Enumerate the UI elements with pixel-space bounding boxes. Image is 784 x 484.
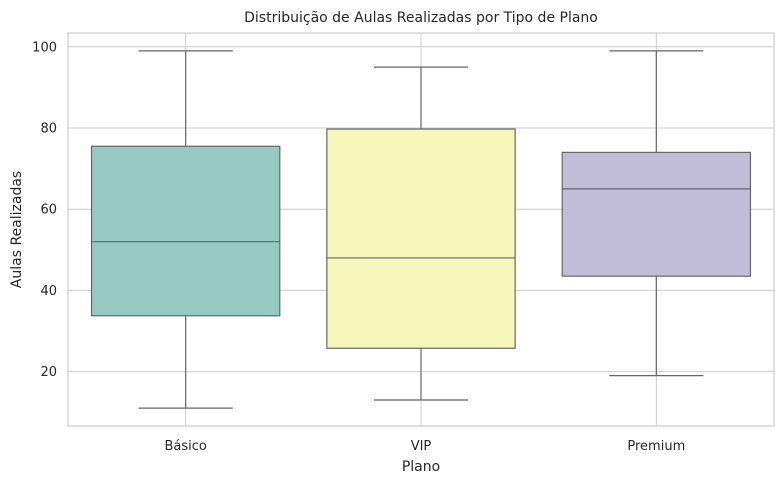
box-layer — [90, 50, 752, 409]
chart-title: Distribuição de Aulas Realizadas por Tip… — [244, 10, 598, 26]
x-axis-label: Plano — [402, 459, 440, 475]
iqr-box — [561, 151, 752, 277]
box-group — [561, 50, 752, 377]
box-group — [326, 66, 516, 401]
x-tick-label: VIP — [411, 439, 432, 454]
y-tick-labels: 20 40 60 80 100 — [32, 40, 57, 380]
box-group — [90, 50, 281, 409]
y-tick-label: 80 — [40, 122, 57, 137]
y-axis-label: Aulas Realizadas — [9, 171, 25, 288]
plot-frame — [67, 32, 775, 427]
iqr-box — [326, 128, 516, 349]
x-tick-label: Básico — [164, 439, 206, 454]
y-tick-label: 40 — [40, 284, 57, 299]
x-tick-label: Premium — [627, 439, 685, 454]
iqr-box — [90, 145, 281, 317]
y-tick-label: 20 — [40, 365, 57, 380]
y-tick-label: 60 — [40, 203, 57, 218]
x-tick-labels: Básico VIP Premium — [164, 439, 685, 454]
y-tick-label: 100 — [32, 40, 57, 55]
